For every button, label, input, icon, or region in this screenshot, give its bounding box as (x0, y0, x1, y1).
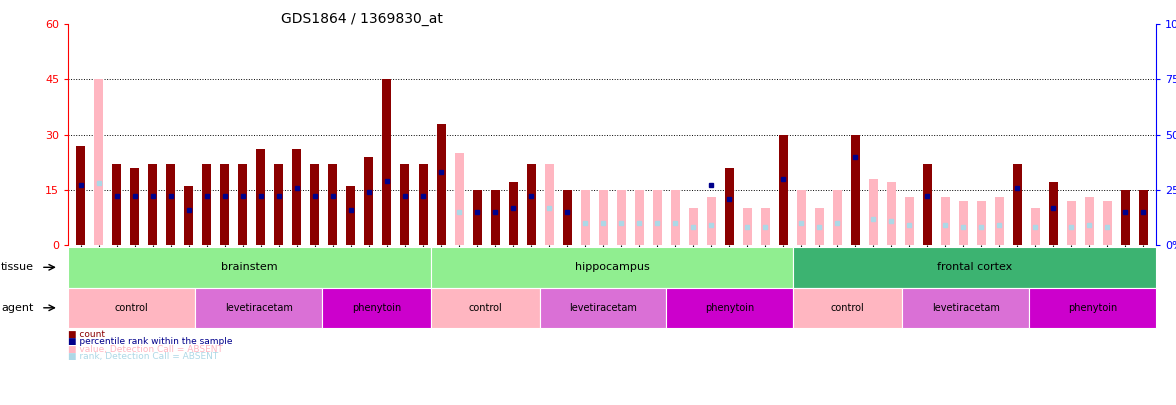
Bar (923, 164, 931, 245)
Text: levetiracetam: levetiracetam (569, 303, 637, 313)
Bar (904, 197, 914, 245)
Bar (454, 153, 463, 245)
Bar (256, 149, 266, 245)
Bar (850, 134, 860, 245)
Bar (544, 164, 554, 245)
Bar (94, 79, 103, 245)
Bar (527, 164, 535, 245)
Bar (1049, 183, 1058, 245)
Bar (274, 164, 283, 245)
Bar (131, 168, 139, 245)
Bar (490, 190, 500, 245)
Text: ■ count: ■ count (68, 330, 105, 339)
Bar (347, 186, 355, 245)
Bar (761, 208, 770, 245)
Bar (436, 124, 446, 245)
Text: agent: agent (1, 303, 34, 313)
Bar (382, 79, 392, 245)
Bar (562, 190, 572, 245)
Bar (1031, 208, 1040, 245)
Bar (779, 134, 788, 245)
Bar (653, 190, 662, 245)
Bar (941, 197, 950, 245)
Bar (724, 168, 734, 245)
Bar (202, 164, 212, 245)
Bar (1121, 190, 1130, 245)
Bar (401, 164, 409, 245)
Text: ■ rank, Detection Call = ABSENT: ■ rank, Detection Call = ABSENT (68, 352, 219, 361)
Bar (1103, 201, 1111, 245)
Text: phenytoin: phenytoin (352, 303, 401, 313)
Text: ■ percentile rank within the sample: ■ percentile rank within the sample (68, 337, 233, 346)
Bar (743, 208, 751, 245)
Bar (293, 149, 301, 245)
Bar (599, 190, 608, 245)
Text: frontal cortex: frontal cortex (937, 262, 1013, 272)
Bar (796, 190, 806, 245)
Text: control: control (115, 303, 148, 313)
Bar (1138, 190, 1148, 245)
Text: ■ value, Detection Call = ABSENT: ■ value, Detection Call = ABSENT (68, 345, 223, 354)
Text: hippocampus: hippocampus (575, 262, 649, 272)
Bar (419, 164, 428, 245)
Text: brainstem: brainstem (221, 262, 278, 272)
Text: GDS1864 / 1369830_at: GDS1864 / 1369830_at (281, 12, 443, 26)
Bar (148, 164, 158, 245)
Bar (689, 208, 697, 245)
Bar (185, 186, 193, 245)
Bar (166, 164, 175, 245)
Bar (239, 164, 247, 245)
Bar (815, 208, 823, 245)
Bar (887, 183, 896, 245)
Bar (581, 190, 589, 245)
Bar (616, 190, 626, 245)
Bar (365, 157, 374, 245)
Text: phenytoin: phenytoin (1068, 303, 1117, 313)
Text: levetiracetam: levetiracetam (225, 303, 293, 313)
Bar (995, 197, 1004, 245)
Bar (328, 164, 338, 245)
Bar (635, 190, 643, 245)
Bar (958, 201, 968, 245)
Bar (473, 190, 481, 245)
Bar (833, 190, 842, 245)
Bar (1067, 201, 1076, 245)
Bar (113, 164, 121, 245)
Bar (220, 164, 229, 245)
Text: control: control (468, 303, 502, 313)
Bar (869, 179, 877, 245)
Text: levetiracetam: levetiracetam (931, 303, 1000, 313)
Text: tissue: tissue (1, 262, 34, 272)
Bar (1013, 164, 1022, 245)
Text: control: control (831, 303, 864, 313)
Text: phenytoin: phenytoin (706, 303, 755, 313)
Bar (707, 197, 716, 245)
Bar (1085, 197, 1094, 245)
Bar (310, 164, 320, 245)
Bar (508, 183, 517, 245)
Bar (670, 190, 680, 245)
Bar (977, 201, 985, 245)
Bar (76, 146, 86, 245)
